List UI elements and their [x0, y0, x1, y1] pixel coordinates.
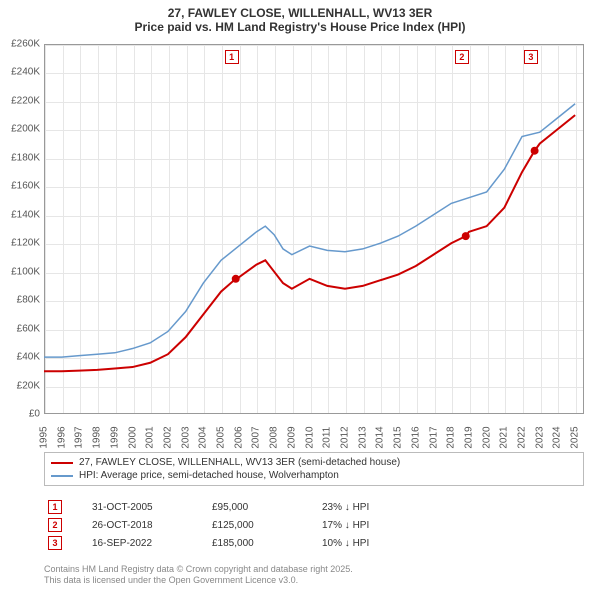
legend-swatch — [51, 475, 73, 477]
sale-marker-dot — [531, 147, 539, 155]
legend-swatch — [51, 462, 73, 464]
sales-marker: 3 — [48, 536, 62, 550]
x-axis-label: 2015 — [393, 426, 404, 448]
footer-line-1: Contains HM Land Registry data © Crown c… — [44, 564, 353, 575]
y-axis-label: £200K — [0, 124, 40, 135]
x-axis-label: 2009 — [286, 426, 297, 448]
y-axis-label: £260K — [0, 39, 40, 50]
y-axis-label: £240K — [0, 67, 40, 78]
sales-price: £125,000 — [212, 520, 312, 531]
x-axis-label: 2023 — [534, 426, 545, 448]
title-line-1: 27, FAWLEY CLOSE, WILLENHALL, WV13 3ER — [0, 6, 600, 20]
y-axis-label: £0 — [0, 409, 40, 420]
sales-marker: 2 — [48, 518, 62, 532]
legend-row: 27, FAWLEY CLOSE, WILLENHALL, WV13 3ER (… — [51, 456, 577, 469]
y-axis-label: £180K — [0, 152, 40, 163]
legend-row: HPI: Average price, semi-detached house,… — [51, 469, 577, 482]
title-line-2: Price paid vs. HM Land Registry's House … — [0, 20, 600, 34]
sales-row: 3 16-SEP-2022 £185,000 10% ↓ HPI — [44, 534, 584, 552]
series-price_paid — [44, 115, 575, 371]
sales-date: 26-OCT-2018 — [72, 520, 202, 531]
annotation-marker: 2 — [455, 50, 469, 64]
y-axis-label: £80K — [0, 295, 40, 306]
annotation-marker: 1 — [225, 50, 239, 64]
x-axis-label: 2019 — [463, 426, 474, 448]
sales-date: 31-OCT-2005 — [72, 502, 202, 513]
chart-svg — [44, 44, 584, 414]
x-axis-label: 2024 — [552, 426, 563, 448]
y-axis-label: £100K — [0, 266, 40, 277]
x-axis-label: 2002 — [162, 426, 173, 448]
sales-diff: 17% ↓ HPI — [322, 520, 502, 531]
sales-diff: 23% ↓ HPI — [322, 502, 502, 513]
legend: 27, FAWLEY CLOSE, WILLENHALL, WV13 3ER (… — [44, 452, 584, 486]
y-axis-label: £220K — [0, 95, 40, 106]
x-axis-label: 1997 — [74, 426, 85, 448]
footer-line-2: This data is licensed under the Open Gov… — [44, 575, 353, 586]
footer-attribution: Contains HM Land Registry data © Crown c… — [44, 564, 353, 586]
x-axis-label: 2000 — [127, 426, 138, 448]
x-axis-label: 2016 — [410, 426, 421, 448]
x-axis-label: 2013 — [357, 426, 368, 448]
sale-marker-dot — [232, 275, 240, 283]
x-axis-label: 1998 — [92, 426, 103, 448]
x-axis-label: 2018 — [446, 426, 457, 448]
x-axis-label: 2001 — [145, 426, 156, 448]
legend-label: 27, FAWLEY CLOSE, WILLENHALL, WV13 3ER (… — [79, 457, 400, 468]
x-axis-label: 2025 — [570, 426, 581, 448]
x-axis-label: 1999 — [109, 426, 120, 448]
sales-diff: 10% ↓ HPI — [322, 538, 502, 549]
y-axis-label: £40K — [0, 352, 40, 363]
chart-title-block: 27, FAWLEY CLOSE, WILLENHALL, WV13 3ER P… — [0, 0, 600, 34]
sales-date: 16-SEP-2022 — [72, 538, 202, 549]
x-axis-label: 2004 — [198, 426, 209, 448]
y-axis-label: £160K — [0, 181, 40, 192]
x-axis-label: 2006 — [233, 426, 244, 448]
x-axis-label: 2011 — [322, 427, 333, 449]
x-axis-label: 2014 — [375, 426, 386, 448]
x-axis-label: 1995 — [39, 426, 50, 448]
x-axis-label: 2022 — [517, 426, 528, 448]
legend-label: HPI: Average price, semi-detached house,… — [79, 470, 339, 481]
x-axis-label: 2017 — [428, 426, 439, 448]
x-axis-label: 2012 — [339, 426, 350, 448]
sales-row: 1 31-OCT-2005 £95,000 23% ↓ HPI — [44, 498, 584, 516]
annotation-marker: 3 — [524, 50, 538, 64]
x-axis-label: 2010 — [304, 426, 315, 448]
y-axis-label: £20K — [0, 380, 40, 391]
x-axis-label: 2021 — [499, 426, 510, 448]
y-axis-label: £60K — [0, 323, 40, 334]
x-axis-label: 1996 — [56, 426, 67, 448]
series-hpi — [44, 104, 575, 357]
sales-marker: 1 — [48, 500, 62, 514]
x-axis-label: 2020 — [481, 426, 492, 448]
sales-table: 1 31-OCT-2005 £95,000 23% ↓ HPI 2 26-OCT-2018… — [44, 498, 584, 552]
chart-area: £0£20K£40K£60K£80K£100K£120K£140K£160K£1… — [44, 44, 584, 414]
x-axis-label: 2007 — [251, 426, 262, 448]
sales-price: £95,000 — [212, 502, 312, 513]
y-axis-label: £140K — [0, 209, 40, 220]
sales-price: £185,000 — [212, 538, 312, 549]
sale-marker-dot — [462, 232, 470, 240]
y-axis-label: £120K — [0, 238, 40, 249]
x-axis-label: 2008 — [269, 426, 280, 448]
x-axis-label: 2003 — [180, 426, 191, 448]
sales-row: 2 26-OCT-2018 £125,000 17% ↓ HPI — [44, 516, 584, 534]
x-axis-label: 2005 — [216, 426, 227, 448]
